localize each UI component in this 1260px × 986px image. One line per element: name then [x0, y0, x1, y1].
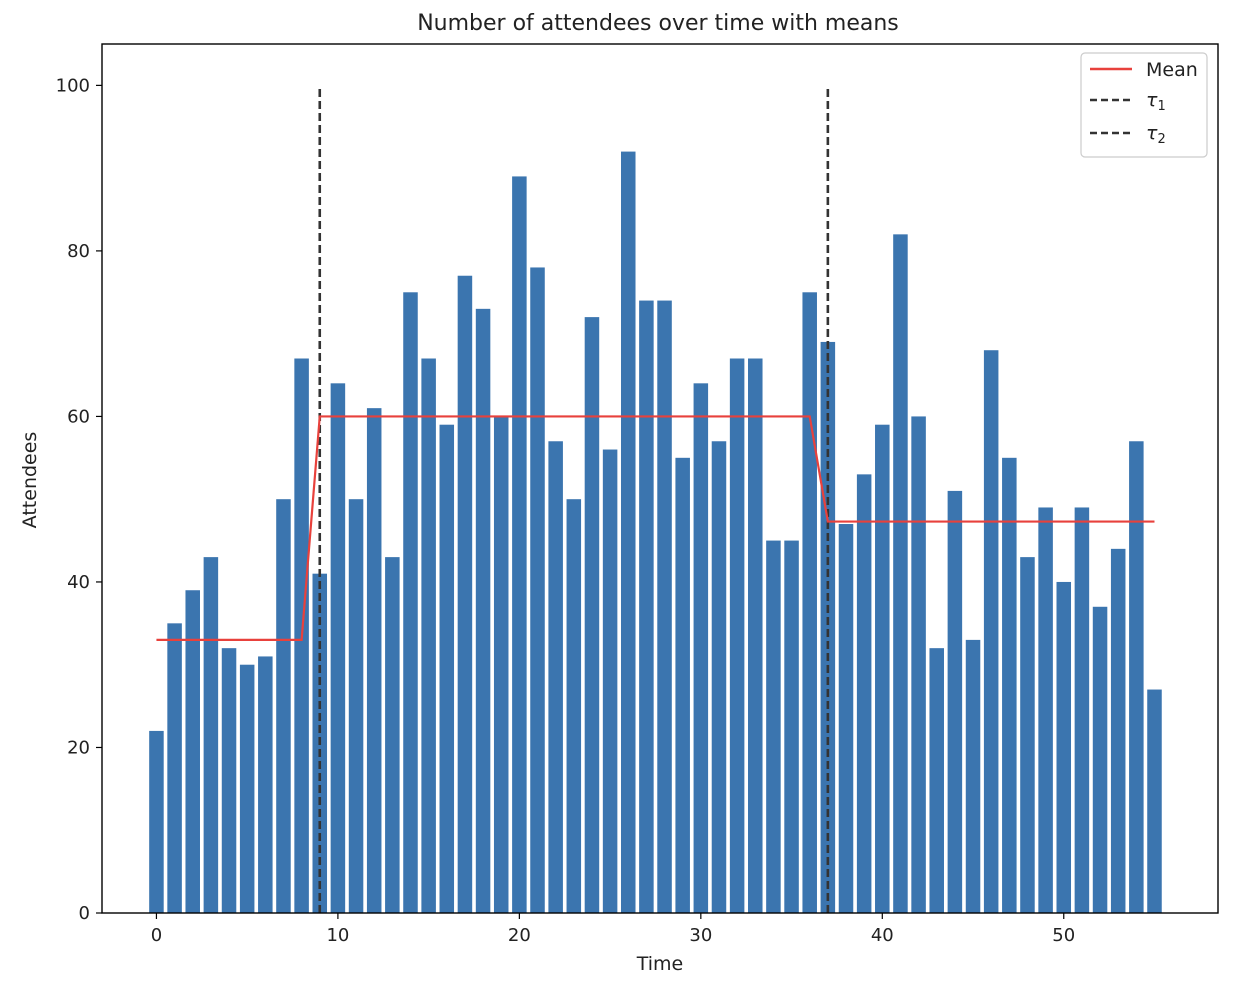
bar-t47 — [1002, 457, 1017, 913]
y-tick-label-40: 40 — [67, 572, 90, 593]
bar-t27 — [639, 300, 654, 913]
bar-t3 — [203, 557, 219, 913]
bar-t31 — [711, 441, 727, 913]
bar-t22 — [548, 441, 563, 913]
x-axis-ticks: 0 10 20 30 40 50 — [151, 913, 1075, 946]
bar-t36 — [802, 292, 817, 913]
bar-t35 — [784, 540, 799, 913]
bar-t41 — [893, 234, 908, 914]
bar-t39 — [856, 474, 872, 913]
bar-t11 — [348, 499, 364, 913]
bar-t53 — [1110, 548, 1126, 913]
x-tick-label-30: 30 — [689, 925, 712, 946]
y-tick-label-60: 60 — [67, 406, 90, 427]
bar-t19 — [493, 416, 509, 913]
bar-t55 — [1147, 689, 1162, 913]
bar-t48 — [1020, 557, 1035, 913]
legend: Mean τ1 τ2 — [1080, 52, 1208, 158]
bar-t5 — [239, 664, 255, 913]
bar-t33 — [748, 358, 763, 913]
bar-t29 — [675, 457, 690, 913]
bar-t37 — [820, 341, 836, 913]
bars-group — [149, 151, 1162, 914]
bar-t50 — [1056, 581, 1072, 913]
bar-t45 — [965, 639, 981, 913]
y-tick-label-20: 20 — [67, 737, 90, 758]
bar-t30 — [693, 383, 709, 913]
bar-t18 — [475, 308, 491, 914]
bar-t42 — [911, 416, 926, 913]
bar-t20 — [512, 176, 527, 914]
y-axis-label: Attendees — [19, 432, 41, 529]
plot-frame — [101, 43, 1219, 914]
bar-t49 — [1038, 507, 1053, 913]
bar-t2 — [185, 590, 200, 913]
y-tick-label-100: 100 — [56, 75, 90, 96]
bar-t46 — [983, 350, 999, 914]
bar-t17 — [457, 275, 473, 914]
bar-t43 — [929, 648, 944, 913]
legend-mean-label: Mean — [1146, 59, 1198, 81]
bar-t10 — [330, 383, 346, 913]
y-tick-label-0: 0 — [79, 903, 90, 924]
x-tick-label-10: 10 — [326, 925, 349, 946]
legend-tau1-label: τ1 — [1146, 89, 1166, 114]
y-axis-ticks: 0 20 40 60 80 100 — [56, 75, 102, 924]
y-tick-label-80: 80 — [67, 241, 90, 262]
bar-t12 — [366, 408, 382, 913]
bar-t34 — [766, 540, 781, 913]
chart-title: Number of attendees over time with means — [417, 11, 899, 36]
x-tick-label-40: 40 — [871, 925, 894, 946]
bar-t16 — [439, 424, 455, 913]
bar-t28 — [657, 300, 672, 913]
bar-t54 — [1129, 441, 1144, 913]
bar-t1 — [167, 623, 182, 913]
x-axis-label: Time — [636, 953, 684, 975]
bar-t4 — [221, 648, 237, 913]
bar-t14 — [403, 292, 418, 913]
bar-t7 — [276, 499, 291, 913]
bar-t52 — [1092, 606, 1108, 913]
legend-tau2-label: τ2 — [1146, 122, 1166, 147]
mean-line — [156, 415, 1155, 641]
x-tick-label-0: 0 — [151, 925, 162, 946]
x-tick-label-50: 50 — [1052, 925, 1075, 946]
bar-t0 — [149, 730, 164, 913]
bar-t24 — [584, 317, 600, 913]
bar-t26 — [620, 151, 636, 914]
bar-t25 — [602, 449, 618, 913]
change-point-lines — [318, 85, 830, 913]
bar-t40 — [875, 424, 890, 913]
bar-t44 — [947, 490, 963, 913]
bar-t21 — [530, 267, 545, 914]
bar-t32 — [729, 358, 745, 913]
bar-t13 — [385, 557, 400, 913]
bar-t23 — [566, 499, 582, 913]
legend-box — [1080, 52, 1208, 158]
mean-line-group — [156, 415, 1155, 641]
x-tick-label-20: 20 — [508, 925, 531, 946]
bar-t6 — [258, 656, 273, 913]
bar-t38 — [838, 524, 854, 913]
bar-t51 — [1074, 507, 1090, 913]
bar-t15 — [421, 358, 436, 913]
